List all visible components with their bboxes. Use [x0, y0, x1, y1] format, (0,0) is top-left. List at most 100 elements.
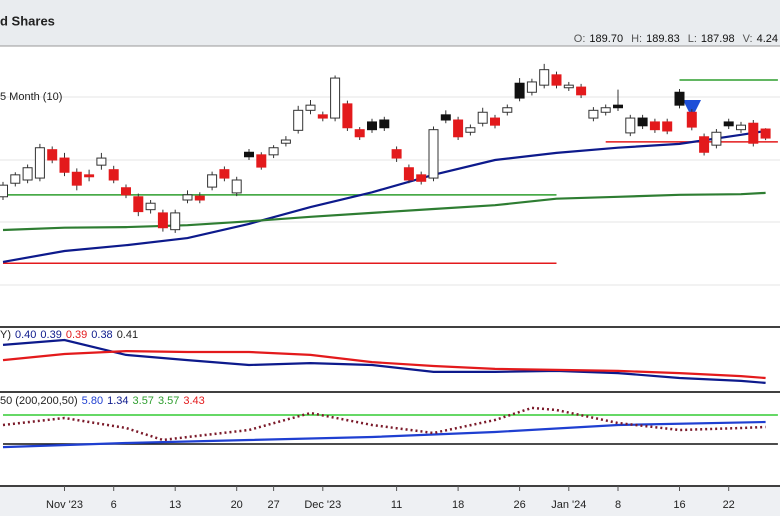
readout-value: 1.34 [107, 395, 128, 407]
candle-body [453, 119, 464, 138]
readout-value: 187.98 [701, 33, 735, 45]
candle-body [613, 104, 623, 109]
candle-body [121, 187, 131, 196]
candle-body [637, 117, 648, 127]
candle-body [305, 104, 316, 111]
candle-body [342, 103, 353, 129]
candle-body [539, 69, 550, 86]
candle-body [465, 127, 476, 133]
readout-name: L: [688, 33, 697, 45]
x-tick-label: 8 [615, 499, 621, 511]
readout-value: 3.57 [158, 395, 179, 407]
candle-body [133, 196, 144, 213]
x-tick-label: 13 [169, 499, 181, 511]
candle-body [231, 179, 242, 194]
candle-body [551, 74, 562, 86]
x-tick-label: 27 [267, 499, 279, 511]
candle-body [145, 202, 156, 211]
candle-body [317, 114, 328, 119]
x-tick-label: 6 [111, 499, 117, 511]
x-tick-label: 26 [513, 499, 525, 511]
candle-body [96, 157, 107, 166]
readout-value: 5.80 [82, 395, 103, 407]
candle-body [59, 157, 70, 173]
candle-body [293, 109, 304, 131]
candle-body [490, 117, 500, 126]
candle-body [354, 129, 365, 138]
candle-body [625, 117, 636, 134]
candle-body [662, 121, 673, 132]
candle-body [736, 124, 746, 131]
candle-body [563, 84, 574, 89]
x-tick-label: Dec '23 [304, 499, 341, 511]
indicator-readout: 50 (200,200,50) 5.80 1.34 3.57 3.57 3.43 [0, 395, 205, 407]
candle-body [379, 119, 390, 129]
candle-body [84, 174, 95, 178]
candle-body [34, 147, 45, 179]
readout-value: 0.38 [91, 329, 112, 341]
readout-value: 3.43 [183, 395, 204, 407]
readout-value: 0.39 [40, 329, 61, 341]
x-tick-label: 11 [391, 499, 402, 511]
readout-name: O: [574, 33, 586, 45]
candle-body [182, 194, 193, 201]
candle-body [711, 131, 722, 146]
readout-name: V: [743, 33, 753, 45]
candle-body [416, 174, 427, 182]
candle-body [723, 121, 734, 127]
annotation: 5 Month (10) [0, 91, 62, 103]
x-tick-label: 18 [452, 499, 464, 511]
readout-value: 4.24 [757, 33, 778, 45]
candle-body [244, 151, 254, 158]
candle-body [760, 128, 771, 139]
candle-body [207, 174, 218, 188]
candle-body [268, 147, 279, 156]
x-tick-label: Jan '24 [551, 499, 586, 511]
candle-body [649, 121, 660, 131]
candle-body [157, 212, 168, 229]
candle-body [256, 154, 267, 168]
x-tick-label: Nov '23 [46, 499, 83, 511]
readout-value: 189.83 [646, 33, 680, 45]
candle-body [194, 195, 205, 201]
readout-value: 0.39 [66, 329, 87, 341]
candle-body [526, 81, 537, 93]
price-grid [0, 96, 780, 286]
candle-body [699, 136, 710, 153]
candle-body [330, 77, 341, 119]
candle-body [10, 174, 21, 184]
candle-body [748, 122, 759, 144]
candle-body [71, 171, 82, 186]
header-band [0, 0, 780, 46]
candle-body [0, 184, 8, 198]
candle-body [440, 114, 451, 121]
candle-body [686, 111, 697, 128]
x-tick-label: 16 [673, 499, 685, 511]
candle-body [514, 82, 525, 99]
candle-body [391, 149, 402, 159]
candle-body [280, 139, 291, 144]
candle-body [428, 129, 439, 179]
series-line [2, 191, 766, 232]
series-line [2, 338, 766, 384]
axis-band [0, 487, 780, 516]
candle-body [576, 86, 587, 96]
readout-value: 0.40 [15, 329, 36, 341]
candle-body [22, 167, 33, 181]
signal-arrow [683, 100, 701, 118]
readout-value: 0.41 [117, 329, 138, 341]
candle-body [502, 107, 513, 113]
candle-body [367, 121, 377, 131]
readout-value: 189.70 [589, 33, 623, 45]
chart-title: d Shares [0, 13, 55, 28]
series-line [2, 349, 766, 380]
candle-body [170, 212, 181, 231]
series-line [2, 420, 766, 449]
series-line [2, 129, 766, 263]
candle-body [219, 169, 230, 179]
candle-body [47, 149, 58, 161]
indicator-name: Y) [0, 329, 11, 341]
indicator-readout: Y) 0.40 0.39 0.39 0.38 0.41 [0, 329, 138, 341]
